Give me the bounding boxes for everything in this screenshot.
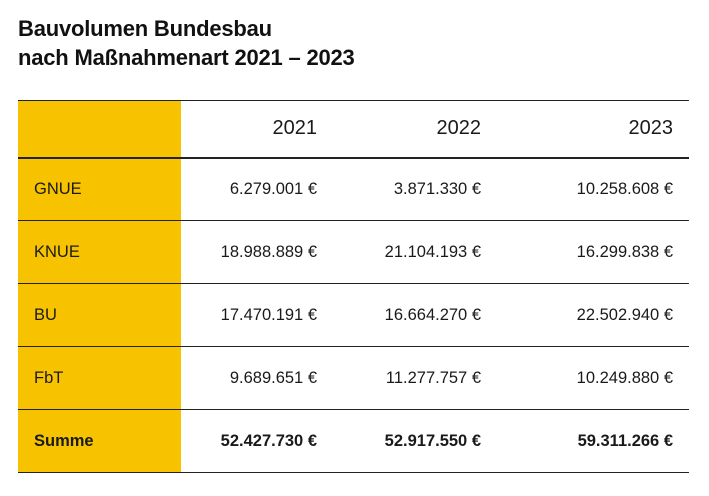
row-label: GNUE xyxy=(18,157,181,221)
cell-2022: 16.664.270 € xyxy=(384,305,481,324)
table-header-row: 2021 2022 2023 xyxy=(18,100,689,158)
cell-2023: 10.249.880 € xyxy=(576,368,673,387)
sum-2021: 52.427.730 € xyxy=(220,431,317,450)
cell-2021: 18.988.889 € xyxy=(220,242,317,261)
table-row: GNUE 6.279.001 € 3.871.330 € 10.258.608 … xyxy=(18,157,689,221)
page-title: Bauvolumen Bundesbau nach Maßnahmenart 2… xyxy=(18,14,678,72)
row-label: KNUE xyxy=(18,220,181,284)
cell-2021: 6.279.001 € xyxy=(229,179,317,198)
cell-2022: 11.277.757 € xyxy=(385,368,481,387)
cell-2021: 17.470.191 € xyxy=(220,305,317,324)
cell-2022: 3.871.330 € xyxy=(393,179,481,198)
title-line-1: Bauvolumen Bundesbau xyxy=(18,16,272,41)
title-line-2: nach Maßnahmenart 2021 – 2023 xyxy=(18,45,355,70)
header-year-2021: 2021 xyxy=(272,117,318,140)
sum-2023: 59.311.266 € xyxy=(577,431,673,450)
header-year-2023: 2023 xyxy=(628,117,674,140)
table-row: KNUE 18.988.889 € 21.104.193 € 16.299.83… xyxy=(18,220,689,284)
sum-label: Summe xyxy=(18,409,181,473)
cell-2021: 9.689.651 € xyxy=(229,368,317,387)
header-label-cell xyxy=(18,100,181,158)
table-row: FbT 9.689.651 € 11.277.757 € 10.249.880 … xyxy=(18,346,689,410)
cell-2023: 10.258.608 € xyxy=(576,179,673,198)
header-year-2022: 2022 xyxy=(436,117,482,140)
table-sum-row: Summe 52.427.730 € 52.917.550 € 59.311.2… xyxy=(18,409,689,473)
data-table: 2021 2022 2023 GNUE 6.279.001 € 3.871.33… xyxy=(18,100,689,473)
cell-2023: 22.502.940 € xyxy=(576,305,673,324)
row-label: BU xyxy=(18,283,181,347)
data-table-container: 2021 2022 2023 GNUE 6.279.001 € 3.871.33… xyxy=(18,100,689,473)
cell-2023: 16.299.838 € xyxy=(576,242,673,261)
sum-2022: 52.917.550 € xyxy=(384,431,481,450)
cell-2022: 21.104.193 € xyxy=(384,242,481,261)
row-label: FbT xyxy=(18,346,181,410)
table-row: BU 17.470.191 € 16.664.270 € 22.502.940 … xyxy=(18,283,689,347)
